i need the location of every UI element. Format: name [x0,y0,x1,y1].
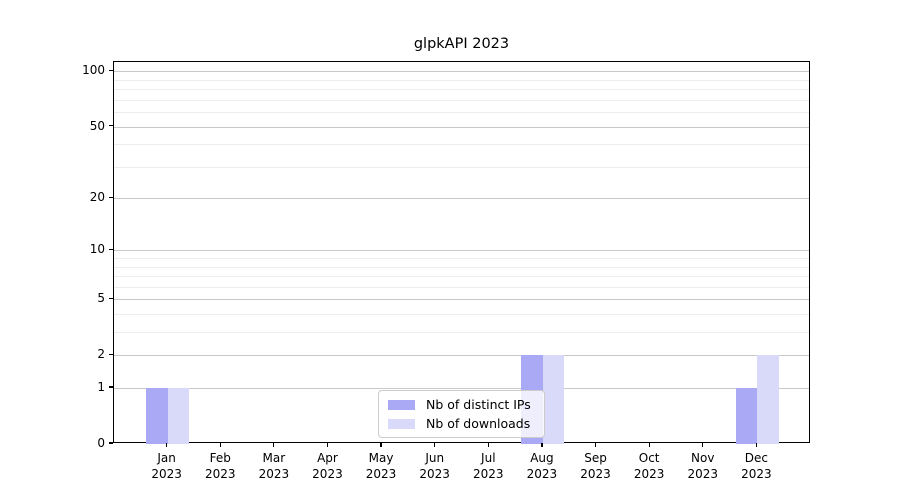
legend-swatch-distinct-ips [388,399,415,410]
x-tick-label: Oct 2023 [633,451,665,481]
chart-title: glpkAPI 2023 [413,36,510,52]
x-tick-mark [648,443,650,447]
legend-label-downloads: Nb of downloads [426,416,531,431]
x-tick-mark [326,443,329,447]
minor-gridline [114,112,809,113]
y-tick-mark [109,386,113,388]
y-tick-label: 10 [89,242,105,257]
major-gridline [114,299,809,301]
legend-row-distinct-ips: Nb of distinct IPs [379,397,544,412]
bar-distinct-ips [146,388,168,444]
minor-gridline [114,258,809,260]
x-tick-label: Jul 2023 [473,451,504,481]
x-tick-label: Feb 2023 [204,451,236,481]
x-tick-label: May 2023 [365,451,397,481]
minor-gridline [114,99,809,101]
legend-row-downloads: Nb of downloads [379,416,544,431]
x-tick-mark [434,443,436,447]
x-tick-mark [702,443,704,447]
y-tick-mark [109,69,113,71]
x-tick-mark [273,443,275,447]
major-gridline [114,388,809,389]
x-tick-label: Jun 2023 [419,451,450,481]
y-tick-label: 5 [97,291,105,306]
y-tick-mark [109,297,113,299]
bar-downloads [542,355,565,444]
x-tick-label: Jan 2023 [151,451,182,481]
major-gridline [114,250,809,252]
y-tick-label: 20 [89,190,105,205]
minor-gridline [114,144,809,146]
legend: Nb of distinct IPs Nb of downloads [378,390,545,438]
x-tick-mark [380,443,382,447]
major-gridline [114,198,809,200]
major-gridline [114,71,809,73]
x-tick-mark [541,443,543,447]
minor-gridline [114,79,809,81]
x-tick-label: Aug 2023 [526,451,558,481]
x-tick-label: Nov 2023 [687,451,719,481]
x-tick-mark [487,443,489,447]
major-gridline [114,355,809,357]
x-tick-label: Mar 2023 [258,451,290,481]
x-tick-mark [755,443,757,447]
y-tick-mark [109,353,113,355]
x-tick-mark [219,443,221,447]
legend-swatch-downloads [388,418,415,429]
y-tick-mark [109,442,113,444]
y-tick-label: 100 [82,63,105,78]
y-tick-mark [109,248,113,250]
y-tick-mark [109,124,113,127]
minor-gridline [114,332,809,334]
y-tick-label: 2 [97,347,105,362]
minor-gridline [114,266,809,268]
minor-gridline [114,286,809,288]
x-tick-mark [166,443,168,447]
legend-label-distinct-ips: Nb of distinct IPs [426,397,531,412]
minor-gridline [114,89,809,91]
minor-gridline [114,276,809,278]
x-tick-label: Dec 2023 [741,451,772,481]
bar-downloads [757,355,779,444]
y-tick-label: 50 [89,118,105,133]
plot-area [113,61,810,444]
y-tick-label: 0 [97,436,105,450]
y-tick-label: 1 [97,380,105,395]
x-tick-label: Sep 2023 [580,451,611,481]
major-gridline [114,126,809,128]
x-tick-mark [594,443,597,447]
bar-downloads [167,388,190,444]
minor-gridline [114,314,809,315]
y-tick-mark [109,196,113,198]
bar-distinct-ips [735,388,758,444]
minor-gridline [114,166,809,168]
x-tick-label: Apr 2023 [312,451,343,481]
